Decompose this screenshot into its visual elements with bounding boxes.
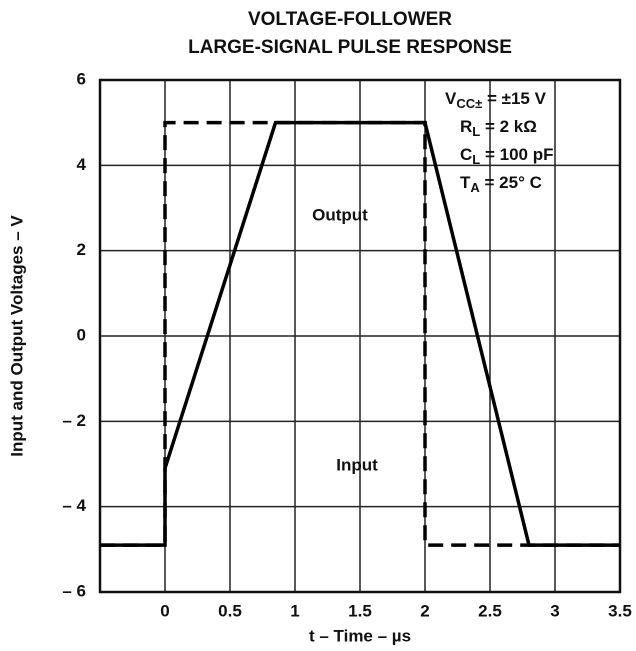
condition-subscript: L [472, 152, 480, 167]
condition-subscript: L [472, 124, 480, 139]
condition-symbol: V [445, 89, 457, 108]
y-tick-label: 0 [77, 325, 86, 344]
condition-value: = ±15 V [482, 89, 546, 108]
condition-subscript: A [470, 180, 480, 195]
plot-frame [98, 78, 622, 594]
condition-symbol: C [460, 145, 472, 164]
x-tick-label: 2 [420, 601, 429, 620]
x-tick-label: 0.5 [218, 601, 242, 620]
condition: CL = 100 pF [460, 145, 553, 167]
y-tick-label: 2 [77, 240, 86, 259]
condition: RL = 2 kΩ [460, 117, 537, 139]
series-line [100, 120, 620, 547]
condition-subscript: CC± [456, 96, 482, 111]
y-axis-label: Input and Output Voltages – V [7, 215, 26, 457]
y-tick-label: – 2 [62, 411, 86, 430]
condition-symbol: R [460, 117, 472, 136]
y-tick-label: – 6 [62, 581, 86, 600]
condition-value: = 100 pF [480, 145, 553, 164]
x-tick-label: 0 [160, 601, 169, 620]
x-axis-label: t – Time – µs [309, 626, 411, 645]
condition: TA = 25° C [460, 173, 542, 195]
x-tick-label: 3 [550, 601, 559, 620]
y-tick-label: – 4 [62, 496, 86, 515]
condition: VCC± = ±15 V [445, 89, 547, 111]
series-label: Output [312, 205, 368, 224]
y-tick-label: 6 [77, 69, 86, 88]
y-tick-label: 4 [77, 155, 87, 174]
condition-value: = 25° C [480, 173, 542, 192]
condition-value: = 2 kΩ [480, 117, 537, 136]
x-tick-label: 3.5 [608, 601, 632, 620]
x-tick-label: 2.5 [478, 601, 502, 620]
condition-symbol: T [460, 173, 471, 192]
chart-title: VOLTAGE-FOLLOWER [248, 9, 452, 30]
x-tick-label: 1.5 [348, 601, 372, 620]
chart-title: LARGE-SIGNAL PULSE RESPONSE [188, 37, 512, 58]
x-tick-label: 1 [290, 601, 299, 620]
series-label: Input [336, 455, 378, 474]
